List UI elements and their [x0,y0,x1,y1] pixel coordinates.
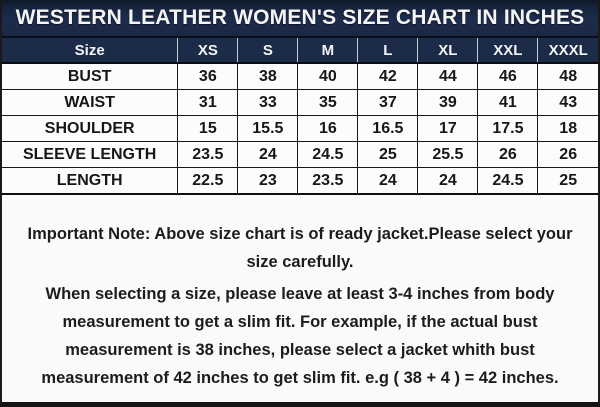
col-header-xxxl: XXXL [537,38,598,64]
cell-value: 44 [417,62,479,90]
cell-value: 48 [537,62,598,90]
cell-value: 40 [297,62,359,90]
cell-value: 17.5 [477,115,539,142]
cell-value: 23.5 [177,141,239,168]
cell-value: 24 [237,141,299,168]
note-paragraph-important: Important Note: Above size chart is of r… [27,225,573,271]
col-header-l: L [357,38,419,64]
cell-value: 26 [477,141,539,168]
cell-value: 26 [537,141,598,168]
col-header-xxl: XXL [477,38,539,64]
col-header-size: Size [2,38,179,64]
cell-value: 42 [357,62,419,90]
cell-value: 17 [417,115,479,142]
cell-value: 25.5 [417,141,479,168]
col-header-s: S [237,38,299,64]
cell-value: 24.5 [297,141,359,168]
table-row-waist: WAIST 31 33 35 37 39 41 43 [2,89,598,116]
col-header-xs: XS [177,38,239,64]
cell-value: 15.5 [237,115,299,142]
page-title: WESTERN LEATHER WOMEN'S SIZE CHART IN IN… [15,6,585,29]
size-table: Size XS S M L XL XXL XXXL BUST 36 38 40 … [2,38,598,195]
cell-value: 33 [237,89,299,116]
note-section: Important Note: Above size chart is of r… [2,195,598,392]
cell-value: 35 [297,89,359,116]
row-label: SLEEVE LENGTH [2,141,179,168]
col-header-m: M [297,38,359,64]
note-paragraph-sizing-advice: When selecting a size, please leave at l… [41,285,559,387]
table-row-sleeve-length: SLEEVE LENGTH 23.5 24 24.5 25 25.5 26 26 [2,141,598,168]
cell-value: 24 [417,167,479,195]
table-row-length: LENGTH 22.5 23 23.5 24 24 24.5 25 [2,167,598,195]
cell-value: 23 [237,167,299,195]
cell-value: 43 [537,89,598,116]
cell-value: 36 [177,62,239,90]
table-header-row: Size XS S M L XL XXL XXXL [2,38,598,64]
cell-value: 24.5 [477,167,539,195]
cell-value: 38 [237,62,299,90]
cell-value: 25 [357,141,419,168]
table-row-shoulder: SHOULDER 15 15.5 16 16.5 17 17.5 18 [2,115,598,142]
title-bar: WESTERN LEATHER WOMEN'S SIZE CHART IN IN… [2,0,598,38]
row-label: LENGTH [2,167,179,195]
cell-value: 37 [357,89,419,116]
cell-value: 16.5 [357,115,419,142]
row-label: SHOULDER [2,115,179,142]
row-label: BUST [2,62,179,90]
cell-value: 46 [477,62,539,90]
cell-value: 15 [177,115,239,142]
cell-value: 16 [297,115,359,142]
row-label: WAIST [2,89,179,116]
cell-value: 22.5 [177,167,239,195]
cell-value: 23.5 [297,167,359,195]
cell-value: 41 [477,89,539,116]
cell-value: 25 [537,167,598,195]
cell-value: 31 [177,89,239,116]
cell-value: 24 [357,167,419,195]
table-row-bust: BUST 36 38 40 42 44 46 48 [2,62,598,90]
col-header-xl: XL [417,38,479,64]
cell-value: 39 [417,89,479,116]
cell-value: 18 [537,115,598,142]
